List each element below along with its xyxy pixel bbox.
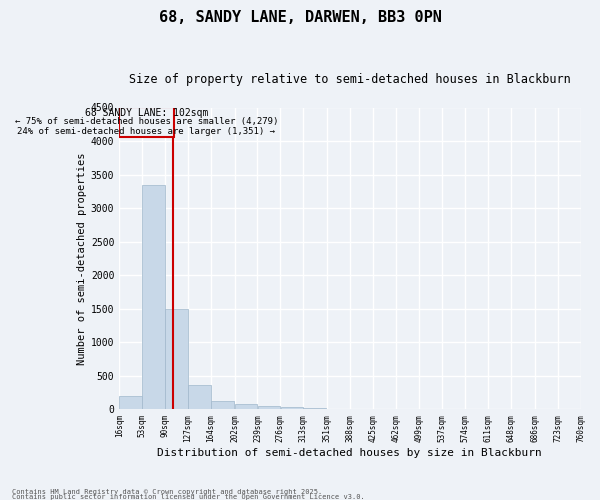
- Text: 68 SANDY LANE: 102sqm: 68 SANDY LANE: 102sqm: [85, 108, 208, 118]
- Text: Contains HM Land Registry data © Crown copyright and database right 2025.: Contains HM Land Registry data © Crown c…: [12, 489, 322, 495]
- Text: 24% of semi-detached houses are larger (1,351) →: 24% of semi-detached houses are larger (…: [17, 126, 275, 136]
- Text: Contains public sector information licensed under the Open Government Licence v3: Contains public sector information licen…: [12, 494, 365, 500]
- Bar: [188, 385, 211, 409]
- Bar: [350, 408, 373, 410]
- Bar: [119, 108, 174, 137]
- Bar: [304, 408, 326, 410]
- Title: Size of property relative to semi-detached houses in Blackburn: Size of property relative to semi-detach…: [129, 72, 571, 86]
- Bar: [257, 406, 280, 409]
- Bar: [119, 396, 142, 409]
- Text: 68, SANDY LANE, DARWEN, BB3 0PN: 68, SANDY LANE, DARWEN, BB3 0PN: [158, 10, 442, 25]
- Text: ← 75% of semi-detached houses are smaller (4,279): ← 75% of semi-detached houses are smalle…: [15, 117, 278, 126]
- Bar: [281, 408, 303, 410]
- Y-axis label: Number of semi-detached properties: Number of semi-detached properties: [77, 152, 86, 364]
- X-axis label: Distribution of semi-detached houses by size in Blackburn: Distribution of semi-detached houses by …: [157, 448, 542, 458]
- Bar: [142, 184, 165, 410]
- Bar: [165, 308, 188, 410]
- Bar: [211, 400, 234, 409]
- Bar: [235, 404, 257, 409]
